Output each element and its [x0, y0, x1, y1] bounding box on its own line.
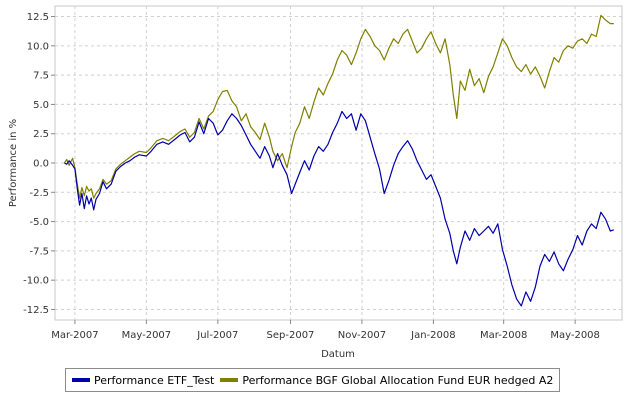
y-axis-ticks: 12.5 10.0 7.5 5.0 2.5 0.0 -2.5 -5.0 -7.5 -10.0 -12…: [23, 12, 55, 316]
y-tick-label: 0.0: [33, 159, 49, 170]
legend: Performance ETF_Test Performance BGF Glo…: [65, 368, 561, 392]
legend-label-etf: Performance ETF_Test: [94, 373, 215, 387]
x-tick-label: Sep-2007: [267, 330, 315, 341]
x-tick-label: Mar-2007: [51, 330, 98, 341]
x-axis-title: Datum: [321, 349, 355, 360]
y-tick-label: 2.5: [33, 129, 49, 140]
series-line-bgf-global-allocation: [63, 14, 614, 199]
y-tick-label: 10.0: [27, 41, 49, 52]
x-tick-label: Nov-2007: [338, 330, 386, 341]
y-tick-label: -5.0: [29, 217, 49, 228]
x-tick-label: May-2007: [122, 330, 172, 341]
x-axis-ticks: Mar-2007 May-2007 Jul-2007 Sep-2007 Nov-2007…: [51, 320, 600, 341]
legend-swatch-bgf: [220, 378, 239, 382]
legend-label-bgf: Performance BGF Global Allocation Fund E…: [242, 373, 554, 387]
legend-item-bgf: Performance BGF Global Allocation Fund E…: [220, 374, 553, 387]
x-tick-label: May-2008: [550, 330, 600, 341]
y-tick-label: -10.0: [23, 276, 49, 287]
y-tick-label: -2.5: [29, 188, 49, 199]
grid-lines: [55, 6, 622, 320]
y-tick-label: 5.0: [33, 100, 49, 111]
x-tick-label: Jan-2008: [410, 330, 455, 341]
y-tick-label: -12.5: [23, 305, 49, 316]
y-tick-label: 12.5: [27, 12, 49, 23]
x-tick-label: Mar-2008: [480, 330, 527, 341]
y-tick-label: -7.5: [29, 246, 49, 257]
y-axis-title: Performance in %: [8, 119, 19, 207]
y-tick-label: 7.5: [33, 71, 49, 82]
series-lines: [63, 14, 614, 307]
series-line-etf-test: [64, 110, 614, 307]
legend-item-etf: Performance ETF_Test: [72, 374, 214, 387]
x-tick-label: Jul-2007: [196, 330, 238, 341]
legend-swatch-etf: [72, 378, 90, 382]
